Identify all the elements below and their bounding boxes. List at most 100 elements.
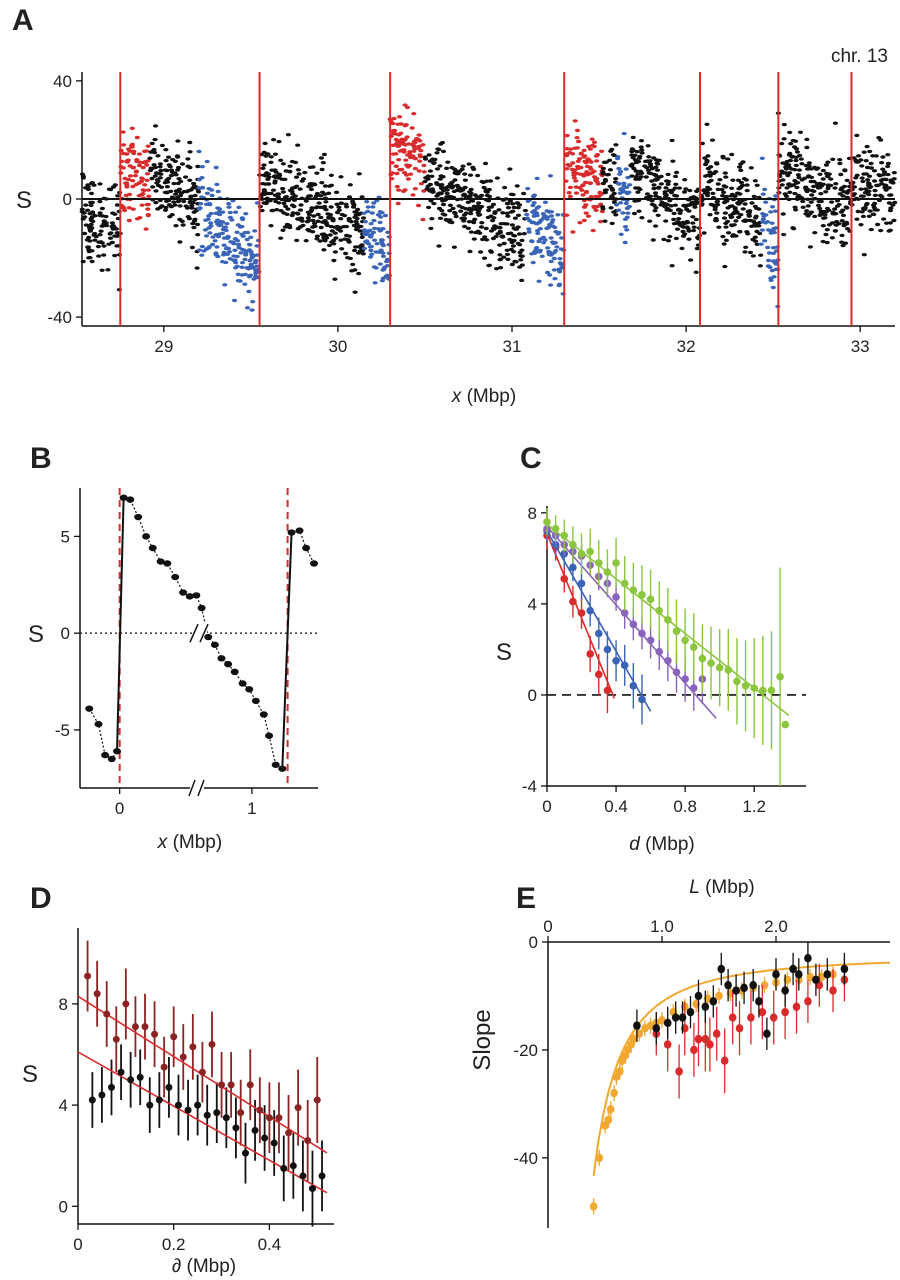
data-point <box>704 122 710 127</box>
data-point <box>107 1083 115 1091</box>
data-point <box>253 271 259 275</box>
data-point <box>671 217 677 222</box>
data-point <box>569 540 577 549</box>
data-point <box>723 225 729 229</box>
data-point <box>611 161 617 165</box>
data-point <box>818 192 824 196</box>
data-point <box>126 192 133 197</box>
data-point <box>840 964 849 974</box>
data-point <box>183 175 189 179</box>
data-point <box>266 191 272 196</box>
data-point <box>806 972 814 982</box>
data-point <box>105 268 111 272</box>
data-point <box>475 173 481 178</box>
data-point <box>177 240 183 244</box>
data-point <box>627 183 633 187</box>
data-point <box>344 205 350 209</box>
data-point <box>525 199 531 203</box>
data-point <box>811 189 817 193</box>
data-point <box>519 248 525 252</box>
data-point <box>698 654 707 663</box>
data-point <box>88 191 95 196</box>
data-point <box>198 202 204 206</box>
data-point <box>180 223 186 227</box>
data-point <box>196 149 202 154</box>
data-point <box>89 259 95 264</box>
data-point <box>321 248 327 252</box>
data-point <box>655 647 664 656</box>
data-point <box>130 179 136 183</box>
data-point <box>746 211 752 215</box>
data-point <box>866 174 873 178</box>
data-point <box>396 158 402 162</box>
data-point <box>508 231 514 235</box>
data-point <box>840 194 846 198</box>
data-point <box>482 235 488 239</box>
data-point <box>339 212 345 217</box>
data-point <box>674 194 680 198</box>
data-point <box>99 224 105 228</box>
data-point <box>443 186 449 190</box>
data-point <box>557 257 563 261</box>
data-point <box>356 172 362 176</box>
data-point <box>359 235 365 239</box>
data-point <box>726 231 732 235</box>
data-point <box>268 160 274 164</box>
data-point <box>714 200 720 204</box>
data-point <box>476 201 482 205</box>
data-point <box>709 997 718 1006</box>
data-point <box>396 144 402 148</box>
data-point <box>792 205 798 209</box>
data-point <box>403 123 409 127</box>
data-point <box>120 130 126 134</box>
data-point <box>459 167 465 171</box>
data-point <box>259 208 265 213</box>
data-point <box>181 199 187 204</box>
data-point <box>663 186 669 190</box>
data-point <box>508 210 514 214</box>
data-point <box>608 206 614 210</box>
data-point <box>818 199 824 204</box>
data-point <box>384 264 390 268</box>
data-point <box>332 250 338 254</box>
data-point <box>368 233 374 237</box>
data-point <box>748 166 754 170</box>
data-point <box>666 188 672 193</box>
data-point <box>630 135 636 140</box>
data-point <box>250 300 256 304</box>
data-point <box>270 1139 278 1147</box>
data-point <box>249 308 255 312</box>
data-point <box>707 213 713 217</box>
data-point <box>246 289 252 294</box>
data-point <box>224 252 230 256</box>
data-point <box>636 209 642 213</box>
data-point <box>84 238 90 242</box>
data-point <box>195 233 201 237</box>
data-point <box>346 195 353 199</box>
data-point <box>675 208 682 212</box>
data-point <box>594 180 600 184</box>
data-point <box>702 156 708 160</box>
data-point <box>179 219 185 223</box>
data-point <box>762 187 768 192</box>
data-point <box>371 218 377 223</box>
data-point <box>795 970 803 979</box>
data-point <box>594 159 600 163</box>
data-point <box>187 199 193 204</box>
data-point <box>722 264 728 269</box>
data-point <box>792 168 798 172</box>
data-point <box>639 151 645 155</box>
data-point <box>270 188 277 192</box>
data-point <box>287 529 296 536</box>
data-point <box>236 205 242 209</box>
data-point <box>268 155 274 159</box>
data-point <box>427 169 433 173</box>
data-point <box>716 225 722 229</box>
data-point <box>658 203 664 207</box>
data-point <box>375 227 381 231</box>
data-point <box>708 202 714 207</box>
data-point <box>107 755 116 763</box>
data-point <box>365 229 371 234</box>
data-point <box>281 211 287 215</box>
data-point <box>762 221 769 225</box>
